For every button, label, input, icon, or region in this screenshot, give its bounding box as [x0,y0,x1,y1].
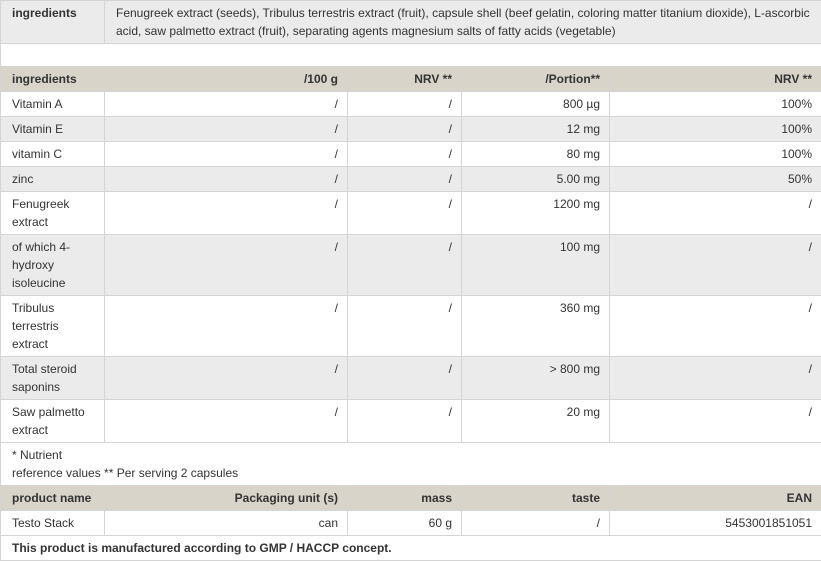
cell-per-100g: / [105,117,348,142]
cell-product-name: Testo Stack [1,511,105,536]
spacer-cell [1,44,821,67]
footnote-row: * Nutrient reference values ** Per servi… [1,443,821,486]
footnote: * Nutrient reference values ** Per servi… [1,443,821,486]
header-per-100g: /100 g [105,67,348,92]
cell-ean: 5453001851051 [610,511,821,536]
cell-nrv-portion: / [610,296,821,357]
cell-taste: / [462,511,610,536]
cell-per-portion: 12 mg [462,117,610,142]
cell-ingredient: zinc [1,167,105,192]
header-mass: mass [348,486,462,511]
cell-nrv-portion: / [610,192,821,235]
cell-nrv-portion: / [610,357,821,400]
cell-ingredient: Vitamin E [1,117,105,142]
cell-per-portion: > 800 mg [462,357,610,400]
header-nrv-100g: NRV ** [348,67,462,92]
cell-nrv-100g: / [348,296,462,357]
cell-ingredient: Fenugreek extract [1,192,105,235]
ingredients-row: ingredients Fenugreek extract (seeds), T… [1,1,821,44]
header-ingredient: ingredients [1,67,105,92]
cell-per-portion: 1200 mg [462,192,610,235]
cell-per-portion: 100 mg [462,235,610,296]
cell-nrv-100g: / [348,167,462,192]
cell-nrv-100g: / [348,235,462,296]
cell-ingredient: Total steroid saponins [1,357,105,400]
cell-per-100g: / [105,167,348,192]
cell-nrv-100g: / [348,357,462,400]
ingredients-label: ingredients [1,1,105,44]
cell-per-100g: / [105,296,348,357]
cell-per-100g: / [105,235,348,296]
header-ean: EAN [610,486,821,511]
gmp-note: This product is manufactured according t… [1,536,821,561]
cell-packaging-unit: can [105,511,348,536]
cell-per-portion: 20 mg [462,400,610,443]
cell-per-100g: / [105,192,348,235]
nutrition-row: Total steroid saponins//> 800 mg/ [1,357,821,400]
header-nrv-portion: NRV ** [610,67,821,92]
cell-per-100g: / [105,92,348,117]
cell-ingredient: Tribulus terrestris extract [1,296,105,357]
header-per-portion: /Portion** [462,67,610,92]
cell-per-portion: 5.00 mg [462,167,610,192]
cell-per-100g: / [105,400,348,443]
header-product-name: product name [1,486,105,511]
cell-nrv-100g: / [348,142,462,167]
cell-nrv-portion: / [610,235,821,296]
cell-ingredient: of which 4-hydroxy isoleucine [1,235,105,296]
nutrition-row: Saw palmetto extract//20 mg/ [1,400,821,443]
ingredients-text: Fenugreek extract (seeds), Tribulus terr… [105,1,821,44]
nutrition-row: Fenugreek extract//1200 mg/ [1,192,821,235]
cell-mass: 60 g [348,511,462,536]
cell-per-portion: 800 µg [462,92,610,117]
cell-nrv-100g: / [348,117,462,142]
cell-nrv-portion: 100% [610,117,821,142]
cell-nrv-portion: 50% [610,167,821,192]
gmp-row: This product is manufactured according t… [1,536,821,561]
nutrition-row: of which 4-hydroxy isoleucine//100 mg/ [1,235,821,296]
header-taste: taste [462,486,610,511]
cell-per-100g: / [105,357,348,400]
cell-per-portion: 80 mg [462,142,610,167]
cell-per-portion: 360 mg [462,296,610,357]
cell-nrv-100g: / [348,192,462,235]
cell-ingredient: vitamin C [1,142,105,167]
header-packaging-unit: Packaging unit (s) [105,486,348,511]
cell-nrv-portion: 100% [610,92,821,117]
cell-ingredient: Saw palmetto extract [1,400,105,443]
cell-nrv-portion: / [610,400,821,443]
cell-nrv-100g: / [348,92,462,117]
cell-nrv-portion: 100% [610,142,821,167]
nutrition-row: Tribulus terrestris extract//360 mg/ [1,296,821,357]
spacer-row [1,44,821,67]
cell-per-100g: / [105,142,348,167]
cell-ingredient: Vitamin A [1,92,105,117]
cell-nrv-100g: / [348,400,462,443]
